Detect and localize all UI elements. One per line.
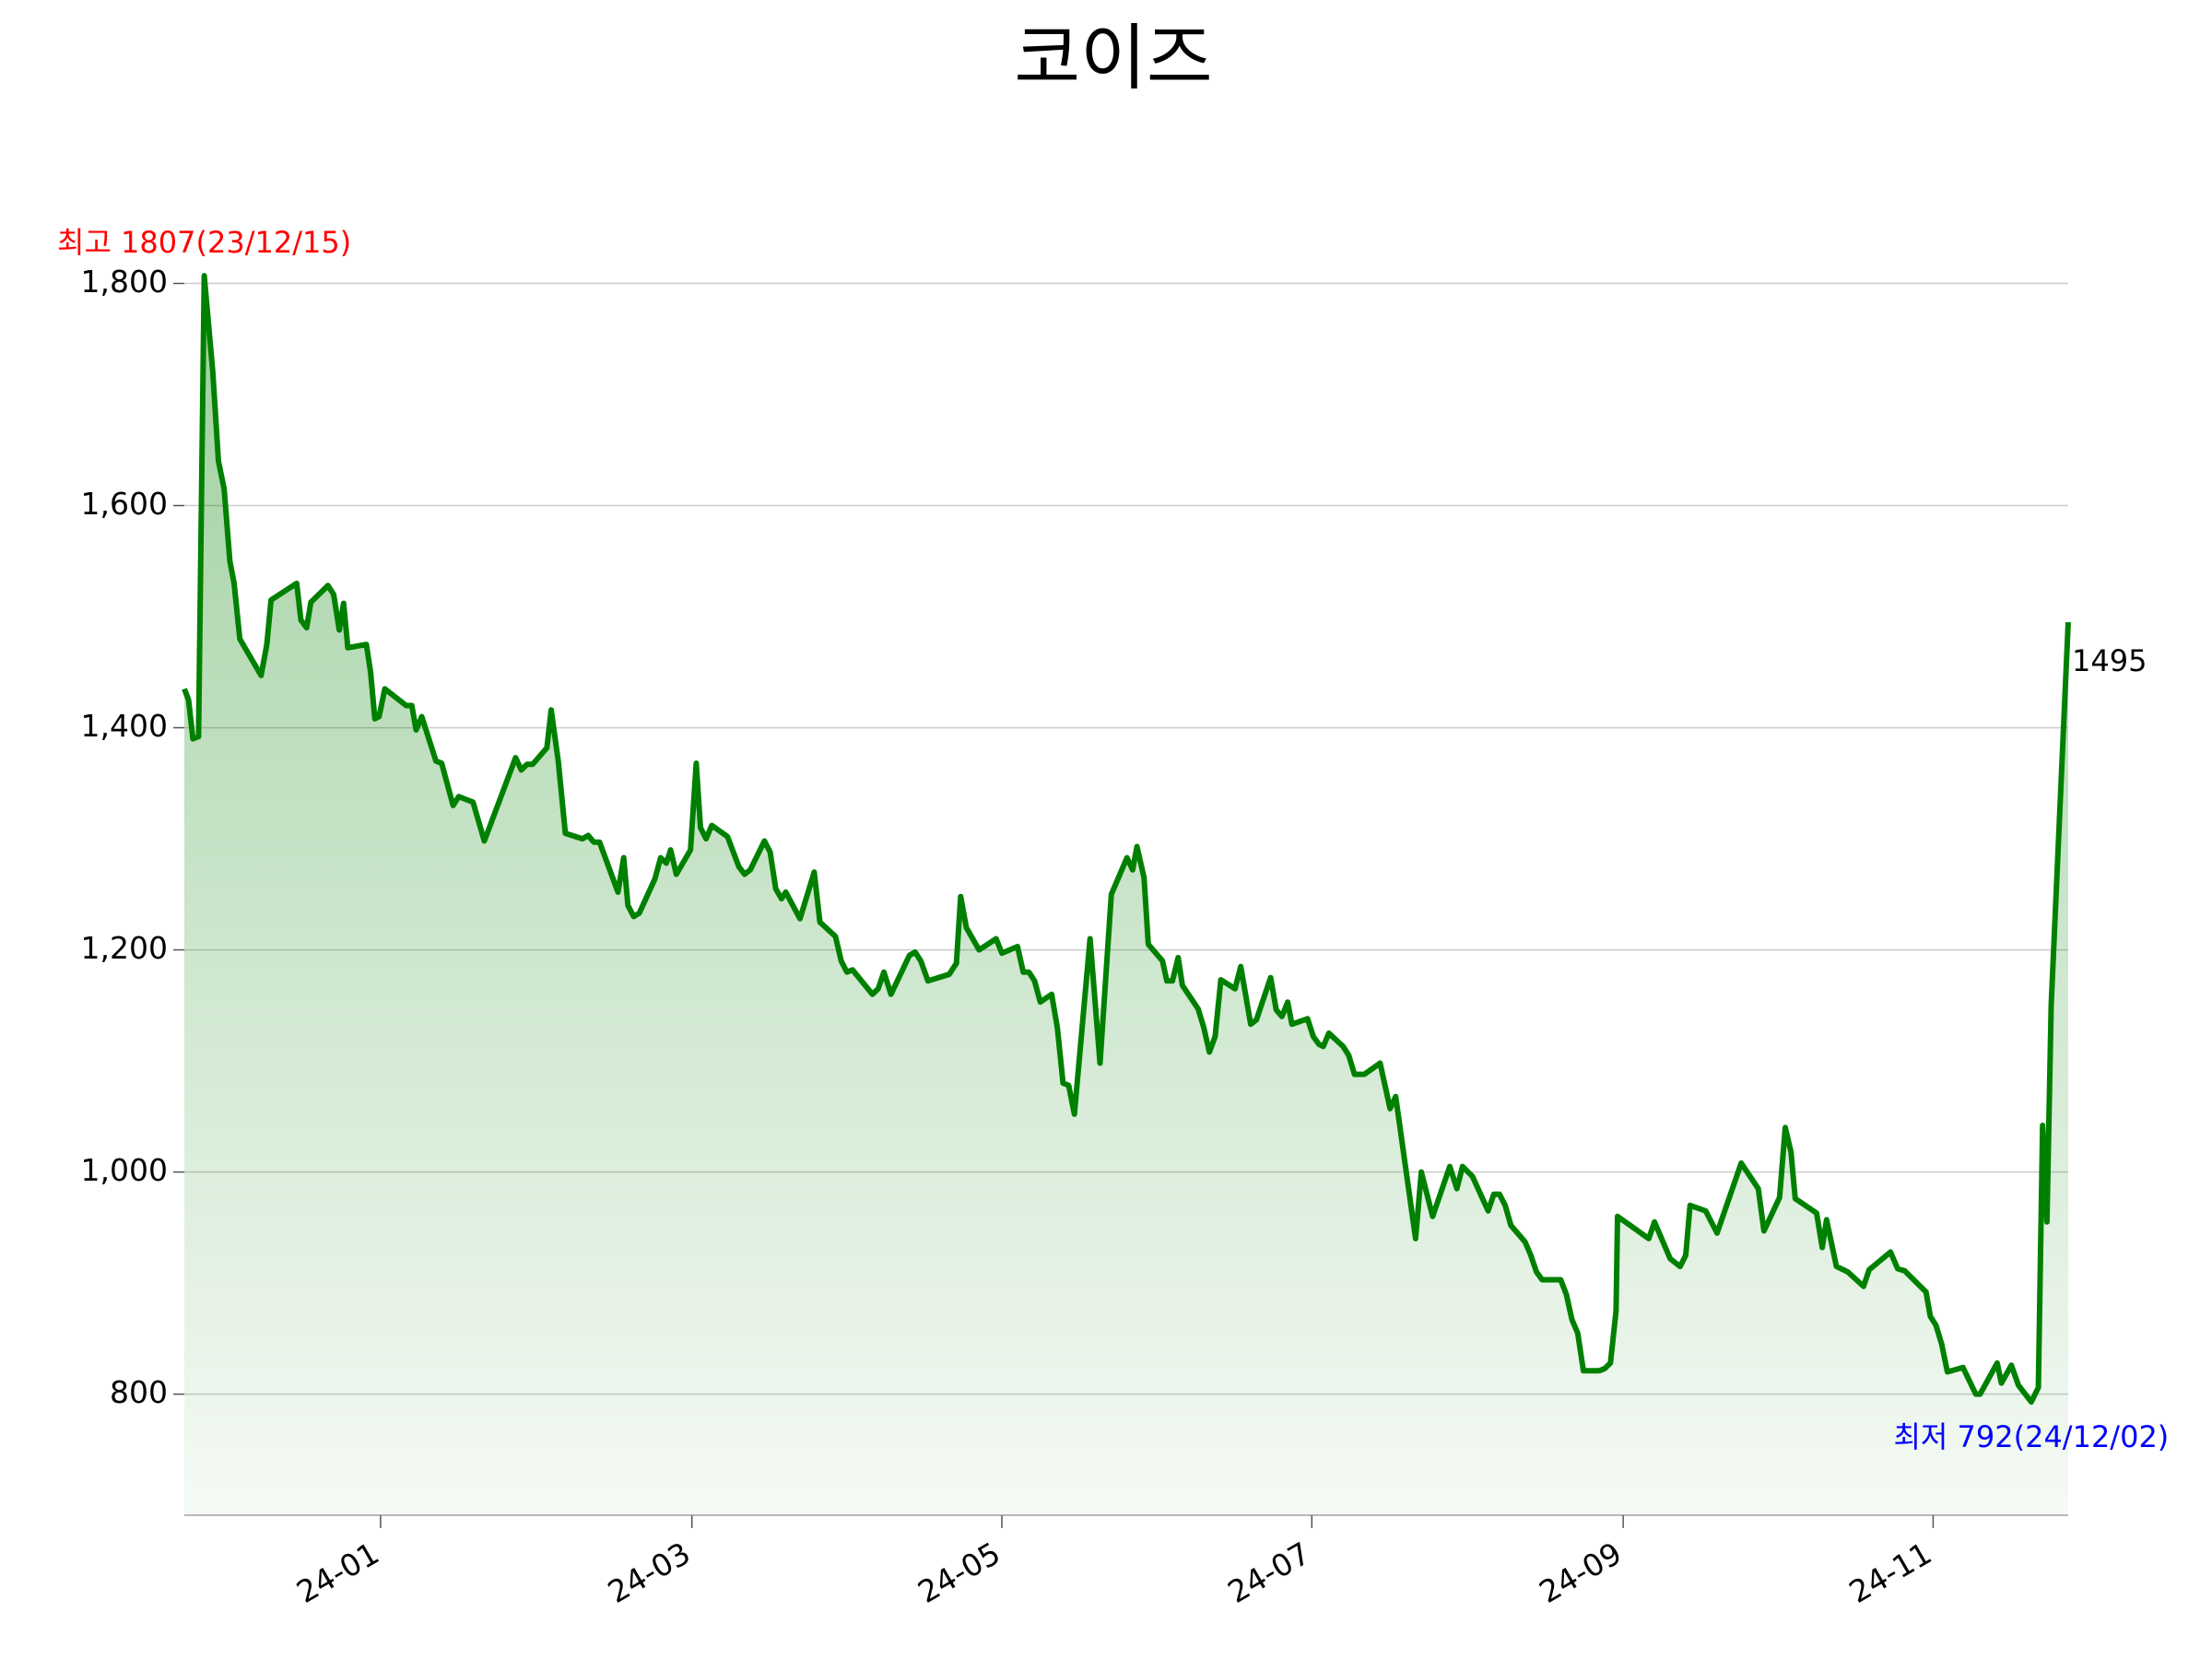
y-tick-label: 1,400 <box>81 708 168 744</box>
y-tick-label: 1,800 <box>81 264 168 300</box>
x-tick-label: 24-01 <box>290 1535 385 1610</box>
price-line <box>182 273 2071 1406</box>
x-tick-label: 24-03 <box>602 1535 697 1610</box>
x-tick-label: 24-11 <box>1843 1535 1938 1610</box>
y-tick-label: 800 <box>110 1374 168 1410</box>
x-tick-label: 24-09 <box>1533 1535 1628 1610</box>
annotation: 최고 1807(23/12/15) <box>57 225 351 260</box>
x-tick-label: 24-05 <box>912 1535 1006 1610</box>
annotation: 1495 <box>2072 643 2147 678</box>
chart-title: 코이즈 <box>1014 17 1212 100</box>
annotation: 최저 792(24/12/02) <box>1893 1419 2169 1454</box>
y-tick-label: 1,200 <box>81 930 168 966</box>
area <box>184 276 2068 1516</box>
y-tick-label: 1,000 <box>81 1152 168 1188</box>
x-tick-label: 24-07 <box>1222 1535 1317 1610</box>
y-tick-label: 1,600 <box>81 486 168 522</box>
